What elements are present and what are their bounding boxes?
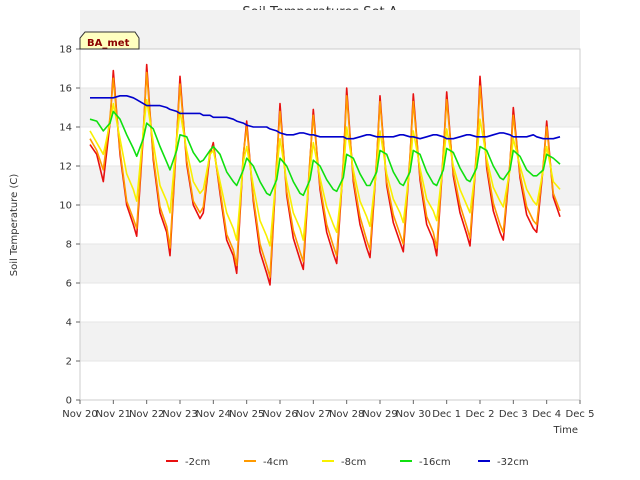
legend-item: -2cm bbox=[166, 457, 210, 468]
x-tick-label: Dec 3 bbox=[499, 409, 528, 420]
x-tick-label: Dec 4 bbox=[532, 409, 561, 420]
series-line bbox=[89, 98, 561, 247]
y-tick-label: 12 bbox=[59, 162, 72, 173]
legend-item: -8cm bbox=[322, 457, 366, 468]
station-badge-box bbox=[79, 31, 140, 50]
y-axis-ticks: 0 2 4 6 8 10 12 14 16 18 bbox=[59, 45, 80, 407]
grid-band bbox=[80, 244, 580, 283]
y-tick-label: 2 bbox=[66, 357, 72, 368]
legend: -2cm -4cm -8cm -16cm -32cm bbox=[166, 457, 529, 468]
x-axis-label: Time bbox=[553, 425, 578, 436]
grid-bands bbox=[80, 10, 580, 361]
legend-item: -16cm bbox=[400, 457, 451, 468]
series-line bbox=[90, 95, 561, 140]
y-tick-label: 4 bbox=[66, 318, 72, 329]
legend-label: -4cm bbox=[263, 457, 288, 468]
grid-band bbox=[80, 10, 580, 49]
station-badge: BA_met bbox=[79, 31, 140, 50]
legend-label: -2cm bbox=[185, 457, 210, 468]
series-lines bbox=[89, 63, 561, 286]
series-line bbox=[89, 110, 561, 197]
x-tick-label: Nov 25 bbox=[229, 409, 264, 420]
y-tick-label: 10 bbox=[59, 201, 72, 212]
station-badge-label: BA_met bbox=[87, 38, 130, 49]
legend-label: -32cm bbox=[497, 457, 529, 468]
y-tick-label: 18 bbox=[59, 45, 72, 56]
x-tick-label: Nov 26 bbox=[262, 409, 297, 420]
y-tick-label: 8 bbox=[66, 240, 72, 251]
legend-label: -8cm bbox=[341, 457, 366, 468]
series-line bbox=[89, 63, 561, 286]
y-tick-label: 0 bbox=[66, 396, 72, 407]
x-tick-label: Nov 24 bbox=[196, 409, 231, 420]
x-tick-label: Nov 29 bbox=[362, 409, 397, 420]
x-tick-label: Dec 5 bbox=[566, 409, 595, 420]
x-tick-label: Nov 30 bbox=[396, 409, 431, 420]
x-tick-label: Nov 23 bbox=[162, 409, 197, 420]
x-tick-label: Nov 21 bbox=[96, 409, 131, 420]
legend-label: -16cm bbox=[419, 457, 451, 468]
legend-item: -4cm bbox=[244, 457, 288, 468]
grid-band bbox=[80, 88, 580, 127]
x-tick-label: Nov 20 bbox=[62, 409, 97, 420]
x-tick-label: Dec 1 bbox=[432, 409, 461, 420]
y-axis-label: Soil Temperature (C) bbox=[9, 174, 20, 277]
legend-item: -32cm bbox=[478, 457, 529, 468]
x-tick-label: Nov 27 bbox=[296, 409, 331, 420]
y-tick-label: 16 bbox=[59, 84, 72, 95]
grid-band bbox=[80, 322, 580, 361]
plot-area bbox=[79, 48, 581, 401]
y-tick-label: 14 bbox=[59, 123, 72, 134]
x-tick-label: Dec 2 bbox=[466, 409, 495, 420]
y-tick-label: 6 bbox=[66, 279, 72, 290]
series-line bbox=[89, 71, 561, 278]
x-tick-label: Nov 28 bbox=[329, 409, 364, 420]
x-tick-label: Nov 22 bbox=[129, 409, 164, 420]
